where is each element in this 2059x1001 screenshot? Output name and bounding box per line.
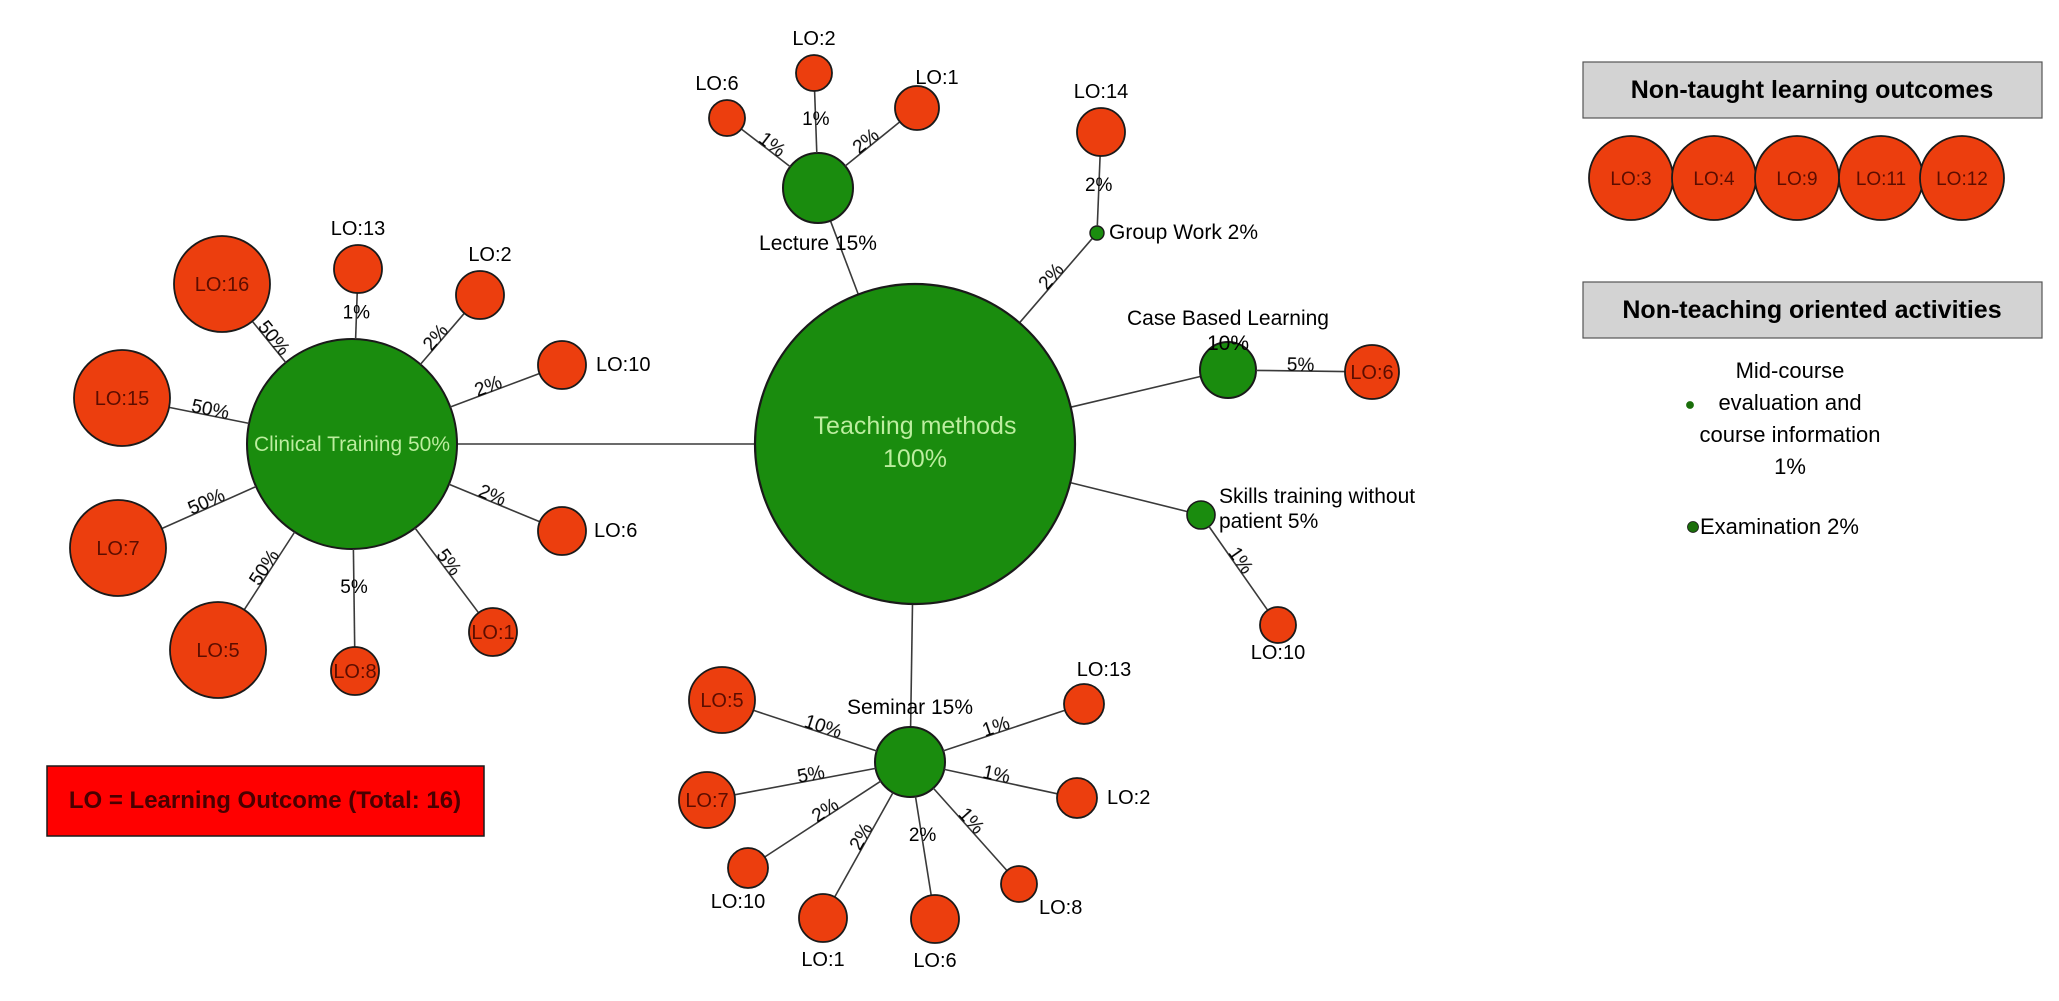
svg-text:Case Based Learning: Case Based Learning [1127, 307, 1329, 330]
svg-text:Non-taught learning outcomes: Non-taught learning outcomes [1631, 76, 1994, 104]
svg-text:2%: 2% [1035, 260, 1069, 295]
svg-text:1%: 1% [343, 302, 371, 323]
svg-text:course information: course information [1700, 422, 1881, 447]
svg-text:LO:1: LO:1 [801, 949, 844, 971]
svg-text:LO:2: LO:2 [792, 28, 835, 50]
svg-text:LO:3: LO:3 [1610, 169, 1651, 190]
svg-text:50%: 50% [185, 485, 228, 520]
svg-text:50%: 50% [253, 317, 293, 360]
svg-text:Seminar 15%: Seminar 15% [847, 696, 973, 719]
svg-text:LO:6: LO:6 [695, 73, 738, 95]
svg-text:LO:8: LO:8 [333, 661, 376, 683]
svg-text:Skills training without: Skills training without [1219, 485, 1415, 508]
svg-text:LO:1: LO:1 [915, 67, 958, 89]
svg-text:1%: 1% [954, 804, 988, 839]
svg-text:1%: 1% [980, 713, 1013, 742]
svg-text:2%: 2% [849, 125, 884, 159]
svg-text:LO:10: LO:10 [1251, 642, 1305, 664]
svg-text:LO:7: LO:7 [96, 538, 139, 560]
svg-text:100%: 100% [883, 445, 947, 473]
svg-text:evaluation and: evaluation and [1718, 390, 1861, 415]
svg-text:LO:13: LO:13 [331, 218, 385, 240]
svg-text:Teaching methods: Teaching methods [814, 412, 1017, 440]
svg-text:5%: 5% [796, 762, 827, 788]
svg-text:LO:2: LO:2 [1107, 787, 1150, 809]
svg-text:LO:12: LO:12 [1936, 169, 1988, 190]
svg-text:LO:2: LO:2 [468, 244, 511, 266]
svg-text:5%: 5% [1287, 355, 1315, 376]
svg-text:2%: 2% [472, 372, 505, 401]
svg-text:LO:4: LO:4 [1693, 169, 1735, 190]
svg-text:2%: 2% [419, 320, 453, 355]
svg-text:LO:7: LO:7 [685, 790, 728, 812]
svg-text:1%: 1% [802, 109, 830, 130]
svg-text:LO:6: LO:6 [594, 520, 637, 542]
svg-text:1%: 1% [981, 762, 1012, 788]
svg-text:LO:16: LO:16 [195, 274, 249, 296]
svg-text:LO = Learning Outcome (Total:: LO = Learning Outcome (Total: 16) [69, 787, 461, 814]
svg-text:LO:5: LO:5 [700, 690, 743, 712]
svg-text:patient 5%: patient 5% [1219, 510, 1318, 533]
svg-text:2%: 2% [909, 825, 937, 846]
svg-text:LO:10: LO:10 [711, 891, 765, 913]
svg-text:5%: 5% [340, 577, 368, 598]
svg-text:1%: 1% [754, 129, 789, 162]
svg-text:LO:13: LO:13 [1077, 659, 1131, 681]
svg-text:10%: 10% [1207, 332, 1249, 355]
svg-text:1%: 1% [1774, 454, 1806, 479]
svg-text:LO:10: LO:10 [596, 354, 650, 376]
svg-text:50%: 50% [246, 546, 284, 589]
svg-text:LO:1: LO:1 [471, 622, 514, 644]
svg-text:50%: 50% [189, 396, 231, 424]
svg-text:5%: 5% [431, 546, 464, 581]
svg-text:2%: 2% [1085, 175, 1113, 196]
svg-text:2%: 2% [846, 820, 878, 854]
svg-text:1%: 1% [1223, 544, 1256, 579]
svg-text:Mid-course: Mid-course [1736, 358, 1845, 383]
svg-text:Lecture 15%: Lecture 15% [759, 232, 877, 255]
svg-text:LO:11: LO:11 [1856, 169, 1906, 190]
svg-text:LO:8: LO:8 [1039, 897, 1082, 919]
svg-text:LO:9: LO:9 [1776, 169, 1817, 190]
svg-text:Examination 2%: Examination 2% [1700, 514, 1859, 539]
svg-text:LO:15: LO:15 [95, 388, 149, 410]
svg-text:LO:6: LO:6 [913, 950, 956, 972]
svg-text:LO:5: LO:5 [196, 640, 239, 662]
svg-text:2%: 2% [808, 794, 843, 827]
svg-text:LO:14: LO:14 [1074, 81, 1128, 103]
svg-text:Clinical Training 50%: Clinical Training 50% [254, 433, 450, 456]
svg-text:10%: 10% [802, 712, 845, 744]
svg-text:Group Work 2%: Group Work 2% [1109, 221, 1258, 244]
svg-text:LO:6: LO:6 [1350, 362, 1393, 384]
svg-text:Non-teaching oriented activiti: Non-teaching oriented activities [1622, 296, 2001, 324]
